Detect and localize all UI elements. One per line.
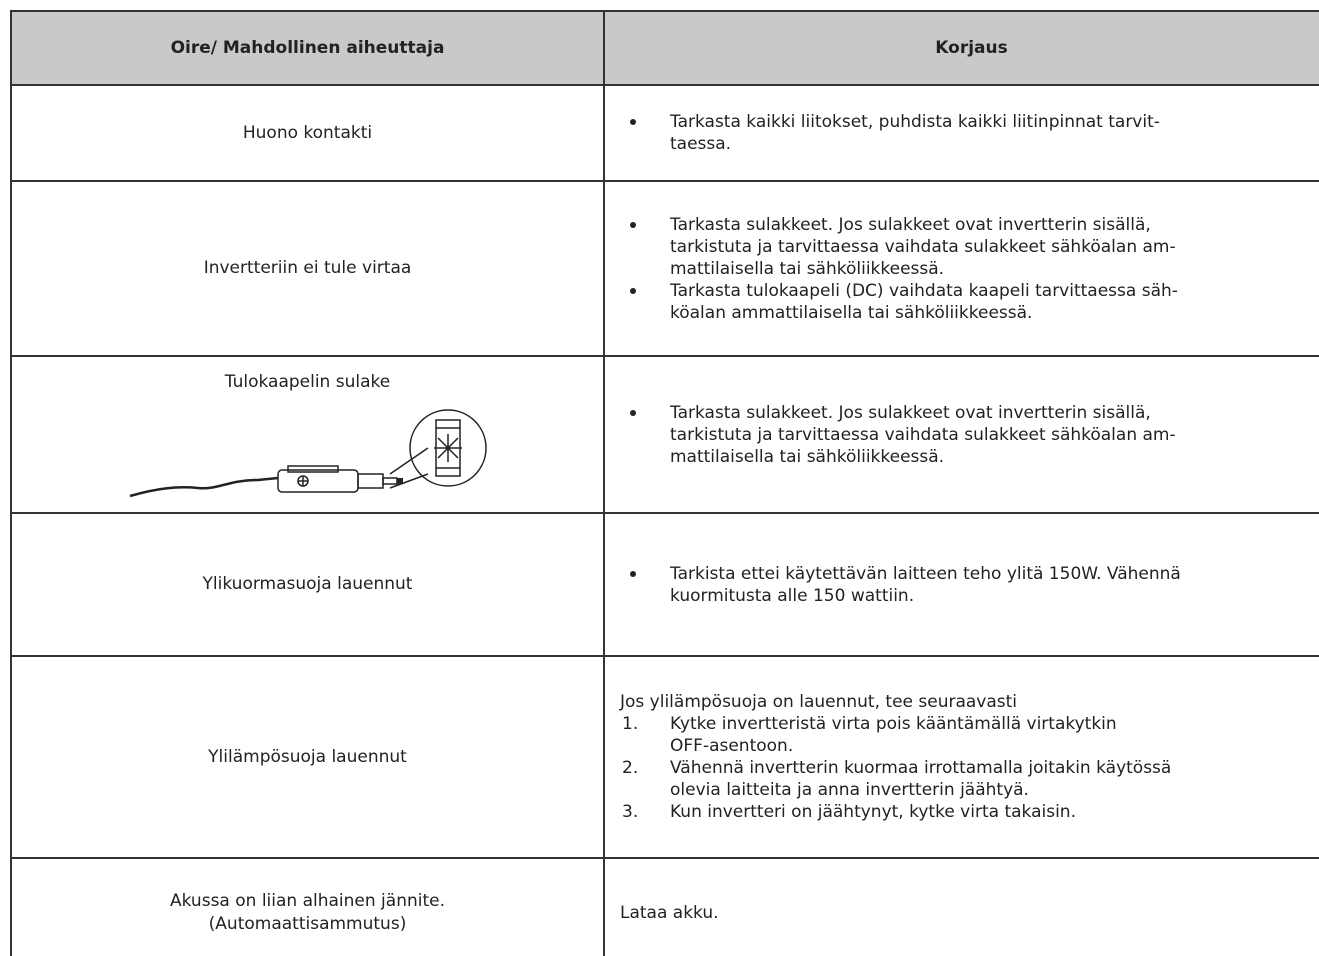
- fix-cell: Tarkasta sulakkeet. Jos sulakkeet ovat i…: [603, 355, 1319, 514]
- fix-line: Tarkasta sulakkeet. Jos sulakkeet ovat i…: [670, 402, 1151, 423]
- bullet: [630, 570, 636, 577]
- bullet: [630, 221, 636, 228]
- bullet: [630, 119, 636, 125]
- fix-line: Tarkasta tulokaapeli (DC) vaihdata kaape…: [670, 280, 1178, 301]
- fix-line: Kytke invertteristä virta pois kääntämäl…: [670, 714, 1117, 734]
- cause-cell: Ylilämpösuoja lauennut: [10, 655, 605, 859]
- troubleshooting-table: Oire/ Mahdollinen aiheuttaja Korjaus Huo…: [10, 10, 1319, 956]
- fix-line: mattilaisella tai sähköliikkeessä.: [670, 258, 945, 279]
- fuse-illustration: [129, 409, 487, 498]
- table-row: Tulokaapelin sulake Tarkasta sulakkeet. …: [10, 355, 1319, 514]
- cause-cell: Akussa on liian alhainen jännite. (Automa…: [10, 857, 605, 956]
- bullet-item: Tarkista ettei käytettävän laitteen teho…: [620, 563, 1319, 607]
- bullet-item: Tarkasta sulakkeet. Jos sulakkeet ovat i…: [620, 214, 1319, 280]
- cause-text: Huono kontakti: [242, 122, 373, 143]
- bullet: [630, 409, 636, 416]
- cause-cell: Ylikuormasuoja lauennut: [10, 512, 605, 657]
- bullet: [630, 287, 636, 294]
- fix-cell: Lataa akku.: [603, 857, 1319, 956]
- fix-text: Lataa akku.: [620, 903, 719, 923]
- fix-line: köalan ammattilaisella tai sähköliikkees…: [670, 302, 1033, 323]
- fix-line: mattilaisella tai sähköliikkeessä.: [670, 446, 945, 467]
- fix-line: Tarkasta kaikki liitokset, puhdista kaik…: [670, 112, 1160, 132]
- bullet-item: Tarkasta kaikki liitokset, puhdista kaik…: [620, 111, 1319, 155]
- fix-line: OFF-asentoon.: [670, 736, 794, 756]
- step-item: 2. Vähennä invertterin kuormaa irrottamal…: [620, 757, 1319, 801]
- step-item: 3. Kun invertteri on jäähtynyt, kytke vir…: [620, 801, 1319, 823]
- header-cell: Korjaus: [603, 10, 1319, 86]
- cause-text: Invertteriin ei tule virtaa: [203, 258, 412, 278]
- cause-text: Tulokaapelin sulake: [224, 372, 391, 392]
- cause-cell: Huono kontakti: [10, 84, 605, 182]
- bullet-item: Tarkasta tulokaapeli (DC) vaihdata kaape…: [620, 280, 1319, 324]
- fix-cell: Tarkasta kaikki liitokset, puhdista kaik…: [603, 84, 1319, 182]
- fix-cell: Tarkista ettei käytettävän laitteen teho…: [603, 512, 1319, 657]
- fix-line: Kun invertteri on jäähtynyt, kytke virta…: [670, 802, 1076, 822]
- fix-line: Vähennä invertterin kuormaa irrottamalla…: [670, 758, 1172, 778]
- step-number: 3.: [622, 802, 639, 822]
- cause-cell: Tulokaapelin sulake: [10, 355, 605, 514]
- fix-line: taessa.: [670, 134, 732, 154]
- table-row: Akussa on liian alhainen jännite. (Automa…: [10, 857, 1319, 956]
- step-number: 2.: [622, 758, 639, 778]
- step-item: 1. Kytke invertteristä virta pois kääntäm…: [620, 713, 1319, 757]
- table-body: Huono kontakti Tarkasta kaikki liitokset,…: [10, 84, 1319, 956]
- step-number: 1.: [622, 714, 639, 734]
- header-cell: Oire/ Mahdollinen aiheuttaja: [10, 10, 605, 86]
- fix-line: tarkistuta ja tarvittaessa vaihdata sula…: [670, 424, 1176, 445]
- cause-text: Ylikuormasuoja lauennut: [202, 574, 413, 594]
- header-row: Oire/ Mahdollinen aiheuttaja Korjaus: [10, 10, 1319, 86]
- table-row: Invertteriin ei tule virtaa Tarkasta sula…: [10, 180, 1319, 357]
- table-row: Ylilämpösuoja lauennut Jos ylilämpösuoja …: [10, 655, 1319, 859]
- cause-cell: Invertteriin ei tule virtaa: [10, 180, 605, 357]
- cause-text: (Automaattisammutus): [208, 914, 407, 934]
- fix-intro: Jos ylilämpösuoja on lauennut, tee seura…: [620, 692, 1018, 712]
- fix-line: Tarkasta sulakkeet. Jos sulakkeet ovat i…: [670, 214, 1151, 235]
- bullet-item: Tarkasta sulakkeet. Jos sulakkeet ovat i…: [620, 402, 1319, 468]
- cause-text: Ylilämpösuoja lauennut: [208, 746, 407, 767]
- fix-line: tarkistuta ja tarvittaessa vaihdata sula…: [670, 236, 1176, 257]
- fix-line: Tarkista ettei käytettävän laitteen teho…: [670, 563, 1181, 584]
- fix-cell: Jos ylilämpösuoja on lauennut, tee seura…: [603, 655, 1319, 859]
- fix-line: kuormitusta alle 150 wattiin.: [670, 585, 915, 606]
- table-row: Ylikuormasuoja lauennut Tarkista ettei kä…: [10, 512, 1319, 657]
- cause-text: Akussa on liian alhainen jännite.: [169, 891, 445, 911]
- fix-line: olevia laitteita ja anna invertterin jää…: [670, 780, 1029, 800]
- table-row: Huono kontakti Tarkasta kaikki liitokset,…: [10, 84, 1319, 182]
- fix-cell: Tarkasta sulakkeet. Jos sulakkeet ovat i…: [603, 180, 1319, 357]
